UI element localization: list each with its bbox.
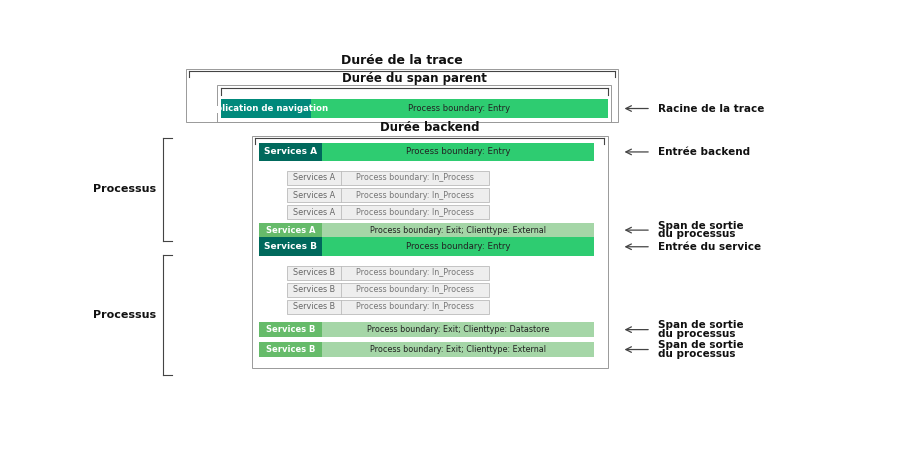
Text: Services B: Services B — [264, 242, 317, 251]
Bar — [287, 188, 490, 202]
Text: Services A: Services A — [293, 208, 335, 217]
Bar — [287, 171, 490, 185]
Text: Durée du span parent: Durée du span parent — [342, 71, 487, 85]
Text: du processus: du processus — [658, 229, 735, 239]
Bar — [322, 342, 594, 357]
Text: Process boundary: Entry: Process boundary: Entry — [406, 148, 510, 157]
Bar — [287, 266, 490, 280]
Text: Services B: Services B — [293, 268, 335, 277]
Text: Processus: Processus — [93, 184, 156, 195]
Text: Services B: Services B — [266, 325, 315, 334]
Text: Services A: Services A — [264, 148, 317, 157]
Bar — [259, 223, 322, 237]
Text: Process boundary: Entry: Process boundary: Entry — [409, 104, 510, 113]
Text: Entrée backend: Entrée backend — [658, 147, 750, 157]
Text: Process boundary: In_Process: Process boundary: In_Process — [356, 285, 474, 294]
Text: Durée de la trace: Durée de la trace — [341, 54, 463, 67]
Text: Process boundary: In_Process: Process boundary: In_Process — [356, 190, 474, 199]
Text: Services A: Services A — [266, 226, 315, 235]
Text: Process boundary: In_Process: Process boundary: In_Process — [356, 302, 474, 311]
Text: Services B: Services B — [293, 285, 335, 294]
Bar — [259, 142, 322, 161]
Bar — [322, 237, 594, 256]
Text: Span de sortie: Span de sortie — [658, 340, 743, 350]
Bar — [185, 69, 618, 122]
Text: Processus: Processus — [93, 310, 156, 320]
Text: Entrée du service: Entrée du service — [658, 242, 761, 252]
Bar — [322, 142, 594, 161]
Text: Durée backend: Durée backend — [380, 121, 480, 134]
Bar — [259, 237, 322, 256]
Text: Process boundary: Entry: Process boundary: Entry — [406, 242, 510, 251]
Text: Services B: Services B — [293, 302, 335, 311]
Text: Process boundary: In_Process: Process boundary: In_Process — [356, 268, 474, 277]
Bar — [220, 99, 311, 118]
Text: Process boundary: In_Process: Process boundary: In_Process — [356, 208, 474, 217]
Bar — [217, 86, 611, 122]
Text: Racine de la trace: Racine de la trace — [658, 103, 764, 114]
Text: Services B: Services B — [266, 345, 315, 354]
Text: Process boundary: Exit; Clienttype: External: Process boundary: Exit; Clienttype: Exte… — [370, 226, 545, 235]
Bar — [287, 300, 490, 313]
Bar — [287, 205, 490, 219]
Text: Services A: Services A — [293, 173, 335, 182]
Bar — [322, 322, 594, 337]
Bar — [287, 283, 490, 297]
Bar — [259, 322, 322, 337]
Text: Span de sortie: Span de sortie — [658, 221, 743, 231]
Text: Process boundary: Exit; Clienttype: External: Process boundary: Exit; Clienttype: Exte… — [370, 345, 545, 354]
Bar — [322, 223, 594, 237]
Text: du processus: du processus — [658, 349, 735, 359]
Text: Application de navigation: Application de navigation — [203, 104, 328, 113]
Text: du processus: du processus — [658, 329, 735, 339]
Text: Span de sortie: Span de sortie — [658, 320, 743, 330]
Bar — [311, 99, 608, 118]
Bar — [259, 342, 322, 357]
Text: Process boundary: In_Process: Process boundary: In_Process — [356, 173, 474, 182]
Text: Process boundary: Exit; Clienttype: Datastore: Process boundary: Exit; Clienttype: Data… — [366, 325, 549, 334]
Bar — [252, 136, 608, 368]
Text: Services A: Services A — [293, 190, 335, 199]
